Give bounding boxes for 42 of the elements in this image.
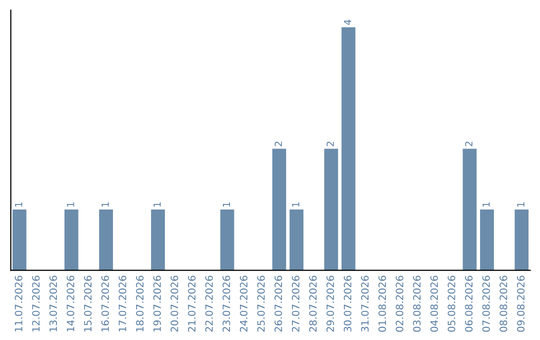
x-tick-label: 29.07.2026 [326,276,334,332]
x-tick-label: 04.08.2026 [430,276,438,332]
x-tick-label: 31.07.2026 [361,276,369,332]
x-tick-label: 02.08.2026 [396,276,404,332]
x-tick-label: 05.08.2026 [448,276,456,332]
data-label: 1 [482,202,490,207]
x-tick-label: 23.07.2026 [222,276,230,332]
x-tick-label: 14.07.2026 [66,276,74,332]
x-tick-label: 11.07.2026 [14,276,22,332]
x-tick-label: 30.07.2026 [344,276,352,332]
data-label: 1 [102,202,109,207]
data-label: 2 [326,142,334,146]
x-tick-label: 09.08.2026 [516,276,525,332]
x-tick-label: 07.08.2026 [482,276,490,332]
x-tick-label: 24.07.2026 [240,276,248,332]
x-tick-label: 28.07.2026 [309,276,317,332]
data-label: 1 [15,202,22,207]
x-tick-label: 08.08.2026 [500,276,508,332]
x-tick-label: 22.07.2026 [205,276,213,332]
x-tick-label: 01.08.2026 [378,276,386,332]
data-label: 2 [274,142,282,146]
data-label: 1 [154,202,161,207]
x-tick-label: 18.07.2026 [136,276,144,332]
x-tick-label: 03.08.2026 [413,276,421,332]
data-label: 1 [67,202,74,207]
data-label: 1 [222,202,230,207]
x-tick-label: 25.07.2026 [257,276,265,332]
x-tick-label: 16.07.2026 [101,276,109,332]
x-tick-label: 06.08.2026 [465,276,473,332]
x-tick-label: 13.07.2026 [49,276,57,332]
x-tick-label: 20.07.2026 [170,276,178,332]
x-tick-label: 17.07.2026 [118,276,126,332]
data-label: 1 [517,202,524,207]
x-tick-label: 19.07.2026 [153,276,161,332]
x-tick-label: 21.07.2026 [188,276,196,332]
data-label: 2 [465,142,472,146]
x-tick-label: 27.07.2026 [292,276,300,332]
x-tick-label: 15.07.2026 [84,276,92,332]
x-tick-label: 26.07.2026 [274,276,282,332]
data-label: 4 [344,20,352,25]
x-tick-label: 12.07.2026 [32,276,40,332]
data-label: 1 [292,202,300,207]
